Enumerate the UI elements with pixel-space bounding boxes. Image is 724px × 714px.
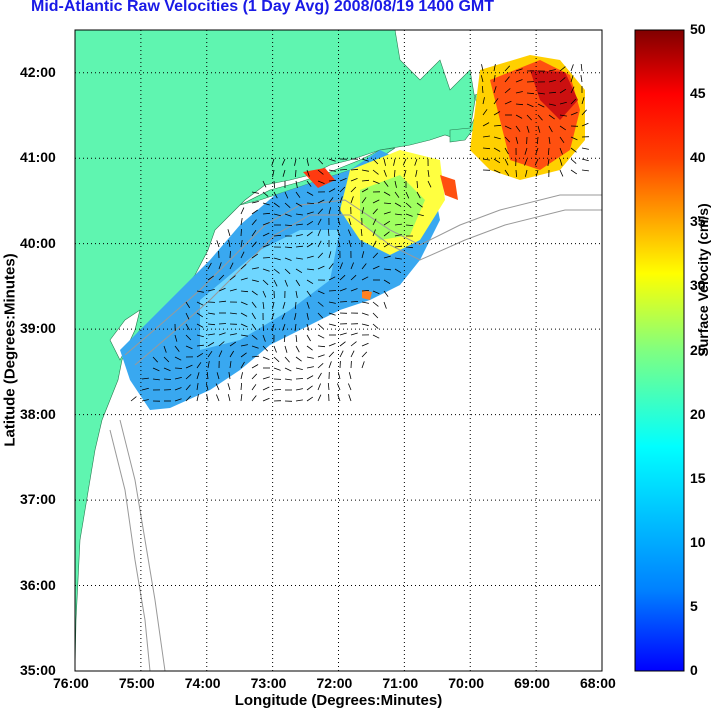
lon-tick-label: 68:00 xyxy=(580,675,616,691)
velocity-field xyxy=(120,55,585,410)
lat-tick-label: 41:00 xyxy=(20,149,56,166)
colorbar-tick-label: 45 xyxy=(690,85,706,102)
y-axis-label: Latitude (Degrees:Minutes) xyxy=(1,253,19,447)
colorbar-tick-label: 10 xyxy=(690,533,706,550)
lat-tick-label: 36:00 xyxy=(20,576,56,593)
colorbar-tick-label: 20 xyxy=(690,405,706,422)
colorbar-tick-label: 0 xyxy=(690,662,698,678)
lon-tick-label: 71:00 xyxy=(382,675,419,691)
colorbar-tick-label: 15 xyxy=(690,469,706,486)
colorbar xyxy=(634,29,685,672)
lon-tick-label: 75:00 xyxy=(118,675,155,691)
current-arrows xyxy=(130,63,590,402)
lon-tick-label: 73:00 xyxy=(250,675,287,691)
lat-tick-label: 40:00 xyxy=(20,234,56,251)
colorbar-tick-label: 30 xyxy=(690,277,706,294)
lon-tick-label: 70:00 xyxy=(448,675,485,691)
colorbar-tick-label: 5 xyxy=(690,597,698,614)
lon-tick-label: 76:00 xyxy=(53,675,89,691)
colorbar-tick-label: 35 xyxy=(690,213,706,230)
x-axis-label: Longitude (Degrees:Minutes) xyxy=(234,692,443,709)
bathymetry-contours xyxy=(109,194,602,671)
map-grid xyxy=(75,30,602,671)
colorbar-tick-label: 25 xyxy=(690,341,706,358)
y-axis-label-wrap: Latitude (Degrees:Minutes) xyxy=(0,0,20,714)
lat-tick-label: 38:00 xyxy=(20,405,56,422)
land-mass xyxy=(75,30,476,671)
lat-tick-label: 42:00 xyxy=(20,63,56,80)
lat-tick-label: 35:00 xyxy=(20,662,56,678)
colorbar-tick-label: 50 xyxy=(690,21,706,37)
lat-tick-label: 37:00 xyxy=(20,491,56,508)
map-title: Mid-Atlantic Raw Velocities (1 Day Avg) … xyxy=(31,0,494,15)
lon-tick-label: 74:00 xyxy=(184,675,221,691)
map-frame xyxy=(74,29,603,672)
lon-tick-label: 72:00 xyxy=(316,675,353,691)
lon-tick-label: 69:00 xyxy=(514,675,550,691)
lat-tick-label: 39:00 xyxy=(20,320,56,337)
colorbar-tick-label: 40 xyxy=(690,149,706,166)
delmarva xyxy=(109,309,141,361)
